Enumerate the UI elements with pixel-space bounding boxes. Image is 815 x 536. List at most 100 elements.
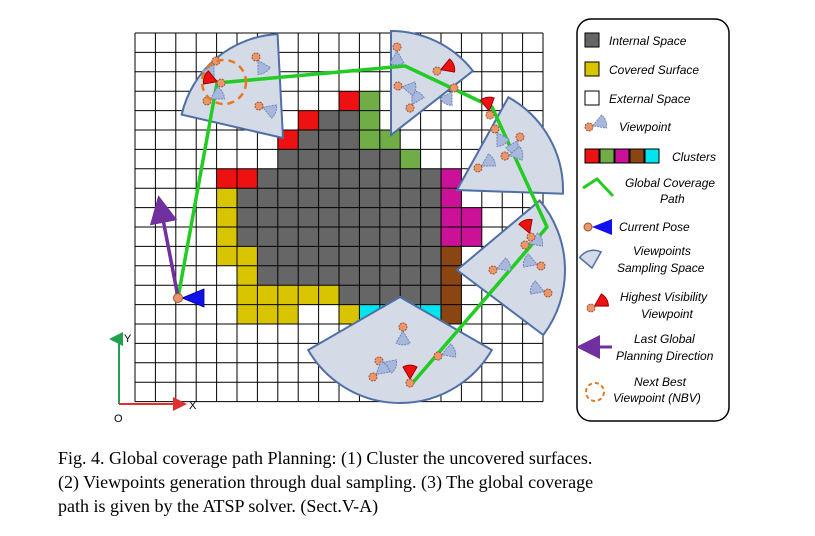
caption-line-1: Fig. 4. Global coverage path Planning: (… xyxy=(58,448,593,468)
internal-cell xyxy=(339,246,360,266)
internal-cell xyxy=(298,188,319,208)
legend-current-pose-icon xyxy=(583,219,612,235)
axis-y-label: Y xyxy=(124,333,132,345)
cluster-magenta-cell xyxy=(441,227,462,247)
internal-cell xyxy=(257,168,278,189)
internal-cell xyxy=(237,207,258,227)
covered-cell xyxy=(237,265,258,286)
internal-cell xyxy=(298,168,319,189)
internal-cell xyxy=(257,227,278,247)
internal-cell xyxy=(277,246,299,266)
legend-box xyxy=(576,18,730,422)
cluster-brown-cell xyxy=(441,304,462,324)
internal-cell xyxy=(359,227,380,247)
legend-nbv-label-1: Next Best xyxy=(634,375,687,389)
internal-cell xyxy=(420,265,441,286)
internal-cell xyxy=(379,207,401,227)
internal-cell xyxy=(379,168,401,189)
grid-cells xyxy=(216,91,482,324)
internal-cell xyxy=(400,188,421,208)
cluster-red-cell xyxy=(339,91,360,111)
internal-cell xyxy=(379,149,401,169)
legend-nbv-label-2: Viewpoint (NBV) xyxy=(613,391,701,405)
internal-cell xyxy=(277,188,299,208)
legend-covered-swatch xyxy=(584,61,600,77)
viewpoint-marker xyxy=(584,114,608,132)
viewpoint-marker xyxy=(500,145,524,161)
viewpoint-marker xyxy=(433,343,457,361)
internal-cell xyxy=(318,227,339,247)
internal-cell xyxy=(420,168,441,189)
internal-cell xyxy=(359,285,380,305)
legend-covered-label: Covered Surface xyxy=(609,63,699,77)
cluster-magenta-cell xyxy=(461,227,482,247)
internal-cell xyxy=(359,246,380,266)
covered-cell xyxy=(277,285,299,305)
covered-cell xyxy=(339,304,360,324)
cluster-magenta-cell xyxy=(461,207,482,227)
legend-direction-label-2: Planning Direction xyxy=(616,349,714,363)
next-best-viewpoint-marker xyxy=(200,58,248,106)
internal-cell xyxy=(420,188,441,208)
legend-hvv-label-2: Viewpoint xyxy=(641,307,693,321)
internal-cell xyxy=(339,188,360,208)
internal-cell xyxy=(420,285,441,305)
cluster-green-cell xyxy=(359,130,380,150)
viewpoint-marker xyxy=(389,42,405,66)
legend-path-label-1: Global Coverage xyxy=(625,176,715,190)
viewpoint-marker xyxy=(251,52,271,75)
internal-cell xyxy=(400,207,421,227)
cluster-magenta-cell xyxy=(441,168,462,189)
viewpoint-marker xyxy=(368,360,391,382)
covered-cell xyxy=(237,285,258,305)
covered-cell xyxy=(216,246,237,266)
internal-cell xyxy=(339,265,360,286)
internal-cell xyxy=(318,246,339,266)
viewpoints xyxy=(201,42,553,388)
internal-cell xyxy=(257,265,278,286)
internal-cell xyxy=(298,207,319,227)
internal-cell xyxy=(339,207,360,227)
internal-cell xyxy=(298,227,319,247)
internal-cell xyxy=(359,207,380,227)
covered-cell xyxy=(216,188,237,208)
internal-cell xyxy=(318,149,339,169)
covered-cell xyxy=(216,207,237,227)
internal-cell xyxy=(339,149,360,169)
legend-clusters-label: Clusters xyxy=(672,150,716,164)
covered-cell xyxy=(298,285,319,305)
axis-indicator: Y X O xyxy=(109,332,197,425)
highest-visibility-viewpoint xyxy=(432,58,456,76)
internal-cell xyxy=(379,265,401,286)
last-global-direction-arrow xyxy=(149,195,180,298)
internal-cell xyxy=(379,246,401,266)
legend-vss-label-2: Sampling Space xyxy=(617,261,705,275)
internal-cell xyxy=(339,110,360,130)
legend: Internal Space Covered Surface External … xyxy=(576,18,730,422)
internal-cell xyxy=(420,246,441,266)
legend-external-swatch xyxy=(584,90,600,106)
internal-cell xyxy=(359,168,380,189)
internal-cell xyxy=(339,227,360,247)
covered-cell xyxy=(257,285,278,305)
internal-cell xyxy=(298,130,319,150)
internal-cell xyxy=(318,130,339,150)
legend-internal-label: Internal Space xyxy=(609,34,687,48)
legend-internal-swatch xyxy=(584,32,600,48)
internal-cell xyxy=(400,227,421,247)
internal-cell xyxy=(379,227,401,247)
legend-viewpoint-label: Viewpoint xyxy=(619,120,671,134)
viewpoint-marker xyxy=(520,232,544,250)
figure-caption: Fig. 4. Global coverage path Planning: (… xyxy=(58,446,803,518)
viewpoint-marker xyxy=(439,83,459,106)
internal-cell xyxy=(339,130,360,150)
legend-nbv-icon xyxy=(585,382,605,402)
legend-clusters-swatches xyxy=(584,148,660,164)
caption-line-3: path is given by the ATSP solver. (Sect.… xyxy=(58,496,379,516)
legend-direction-label-1: Last Global xyxy=(634,332,695,346)
highest-visibility-viewpoint xyxy=(518,218,536,242)
internal-cell xyxy=(257,207,278,227)
internal-cell xyxy=(298,265,319,286)
covered-cell xyxy=(237,246,258,266)
internal-cell xyxy=(318,188,339,208)
